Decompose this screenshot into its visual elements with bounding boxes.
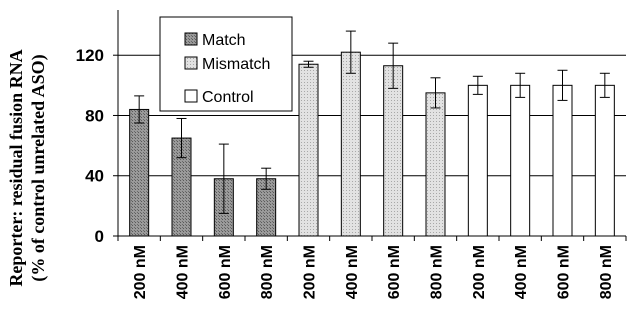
error-bar xyxy=(176,117,187,159)
error-bar xyxy=(472,75,483,95)
x-tick-label: 400 nM xyxy=(513,245,530,299)
error-bar xyxy=(515,72,526,98)
bar-control xyxy=(594,84,615,237)
x-tick-label: 200 nM xyxy=(471,245,488,299)
x-tick-label: 400 nM xyxy=(344,245,361,299)
x-tick-label: 600 nM xyxy=(556,245,573,299)
y-tick-label: 80 xyxy=(85,106,104,125)
error-bar xyxy=(134,95,145,124)
y-axis-label-line-1: Reporter: residual fusion RNA xyxy=(6,49,26,286)
legend-swatch-mismatch xyxy=(184,56,198,70)
bar-mismatch xyxy=(298,63,319,237)
legend-swatch-match xyxy=(184,32,198,46)
bar-control xyxy=(467,84,488,237)
y-tick-label: 40 xyxy=(85,167,104,186)
y-tick-label: 120 xyxy=(76,46,104,65)
x-axis-tick-labels: 200 nM 400 nM 600 nM 800 nM 200 nM 400 nM 600 … xyxy=(132,245,615,299)
axes xyxy=(117,10,627,241)
y-axis-label: Reporter: residual fusion RNA (% of cont… xyxy=(6,49,49,286)
x-tick-label: 800 nM xyxy=(598,245,615,299)
y-axis-label-line-2: (% of control unrelated ASO) xyxy=(28,54,49,281)
error-bar xyxy=(345,30,356,74)
x-tick-label: 800 nM xyxy=(429,245,446,299)
bar-control xyxy=(552,84,573,237)
x-tick-label: 600 nM xyxy=(386,245,403,299)
error-bars xyxy=(134,30,610,214)
error-bar xyxy=(218,143,229,214)
bar-match xyxy=(129,108,150,237)
y-axis-ticks: 0 40 80 120 xyxy=(76,46,118,246)
legend: Match Mismatch Control xyxy=(159,16,293,112)
x-tick-label: 200 nM xyxy=(302,245,319,299)
bar-mismatch xyxy=(383,65,404,237)
x-tick-label: 200 nM xyxy=(132,245,149,299)
bar-control xyxy=(510,84,531,237)
legend-box xyxy=(159,16,293,112)
error-bar xyxy=(303,60,314,68)
error-bar xyxy=(261,167,272,190)
legend-label-match: Match xyxy=(202,32,246,49)
bar-mismatch xyxy=(340,51,361,237)
x-tick-label: 400 nM xyxy=(175,245,192,299)
error-bar xyxy=(557,69,568,101)
x-tick-label: 800 nM xyxy=(259,245,276,299)
x-tick-label: 600 nM xyxy=(217,245,234,299)
legend-label-mismatch: Mismatch xyxy=(202,56,270,73)
y-tick-label: 0 xyxy=(95,227,104,246)
legend-label-control: Control xyxy=(202,89,254,106)
legend-swatch-control xyxy=(184,89,198,103)
error-bar xyxy=(430,77,441,109)
error-bar xyxy=(599,72,610,98)
bar-mismatch xyxy=(425,92,446,237)
error-bar xyxy=(388,42,399,89)
